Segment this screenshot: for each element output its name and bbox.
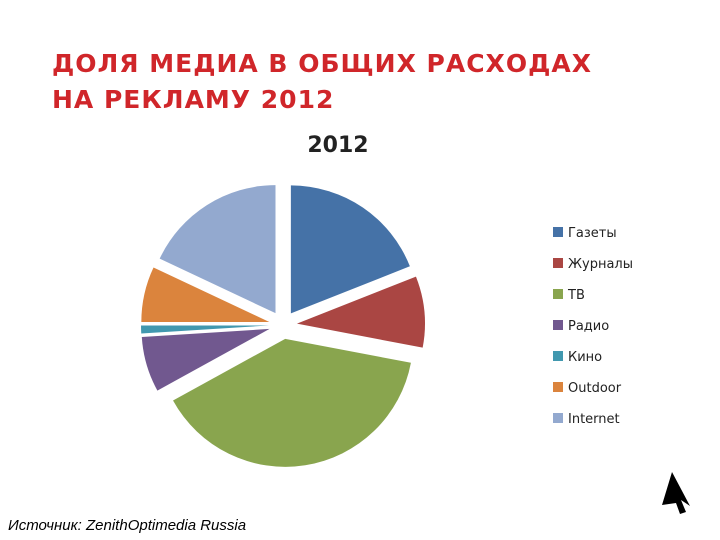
- legend-text: Internet: [568, 412, 620, 427]
- legend-text: ТВ: [567, 288, 585, 303]
- chart-title: 2012: [307, 133, 368, 158]
- pie-slice: [290, 185, 410, 314]
- pie-slice: [141, 328, 270, 391]
- legend-text: Outdoor: [568, 381, 622, 396]
- source: Источник: ZenithOptimedia Russia: [8, 517, 246, 534]
- slide-title: НА РЕКЛАМУ 2012: [52, 85, 334, 114]
- legend-swatch: [553, 227, 563, 237]
- legend-swatch: [553, 289, 563, 299]
- legend-swatch: [553, 413, 563, 423]
- legend-text: Журналы: [568, 257, 633, 272]
- slide-title: ДОЛЯ МЕДИА В ОБЩИХ РАСХОДАХ: [52, 49, 592, 78]
- cursor-icon: [662, 472, 690, 514]
- legend-text: Радио: [568, 319, 609, 334]
- pie-slice: [173, 338, 411, 467]
- pie-slice: [141, 267, 270, 322]
- legend-swatch: [553, 320, 563, 330]
- pie-slice: [159, 185, 276, 314]
- pie-slice: [141, 325, 270, 334]
- legend-text: Газеты: [568, 226, 617, 241]
- legend-text: Кино: [568, 350, 602, 365]
- legend-swatch: [553, 351, 563, 361]
- pie-slice: [296, 276, 425, 348]
- legend-swatch: [553, 382, 563, 392]
- legend-swatch: [553, 258, 563, 268]
